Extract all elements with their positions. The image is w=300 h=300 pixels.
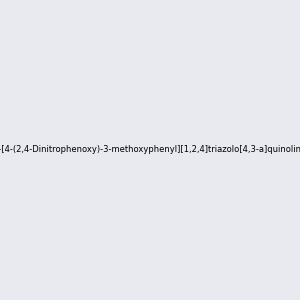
Text: 1-[4-(2,4-Dinitrophenoxy)-3-methoxyphenyl][1,2,4]triazolo[4,3-a]quinoline: 1-[4-(2,4-Dinitrophenoxy)-3-methoxypheny… bbox=[0, 146, 300, 154]
